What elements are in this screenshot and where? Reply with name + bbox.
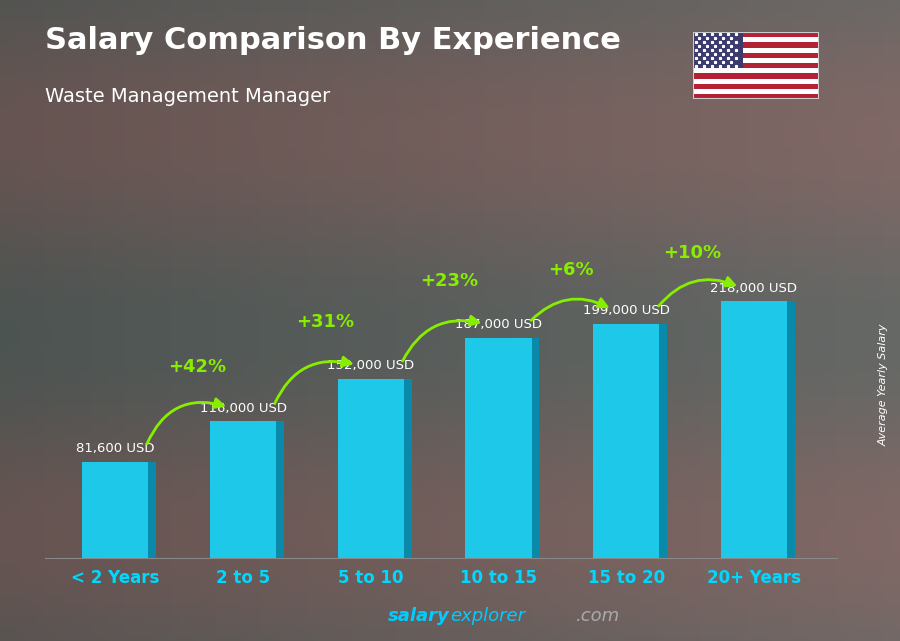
Bar <box>693 32 743 69</box>
Bar <box>721 301 788 558</box>
Text: +23%: +23% <box>420 272 479 290</box>
Bar <box>693 84 819 89</box>
Text: +6%: +6% <box>548 261 593 279</box>
Polygon shape <box>404 379 411 558</box>
Polygon shape <box>788 301 795 558</box>
Text: 152,000 USD: 152,000 USD <box>328 360 414 372</box>
Text: 81,600 USD: 81,600 USD <box>76 442 155 455</box>
Bar <box>693 89 819 94</box>
Bar <box>693 42 819 47</box>
Text: Waste Management Manager: Waste Management Manager <box>45 87 330 106</box>
Polygon shape <box>276 421 284 558</box>
Polygon shape <box>148 462 156 558</box>
Bar <box>593 324 660 558</box>
Text: explorer: explorer <box>450 607 525 625</box>
Bar <box>693 94 819 99</box>
Text: Average Yearly Salary: Average Yearly Salary <box>878 323 888 446</box>
Text: +31%: +31% <box>296 313 355 331</box>
Text: 199,000 USD: 199,000 USD <box>583 304 670 317</box>
Bar <box>693 32 819 37</box>
Bar <box>465 338 532 558</box>
Bar <box>693 53 819 58</box>
Polygon shape <box>532 338 539 558</box>
Bar <box>338 379 404 558</box>
Text: 187,000 USD: 187,000 USD <box>455 319 542 331</box>
Text: +10%: +10% <box>663 244 721 262</box>
Bar <box>693 74 819 79</box>
Text: salary: salary <box>388 607 450 625</box>
Bar <box>693 63 819 69</box>
Text: 116,000 USD: 116,000 USD <box>200 402 286 415</box>
Bar <box>210 421 276 558</box>
Bar <box>693 79 819 84</box>
Text: .com: .com <box>576 607 620 625</box>
Text: Salary Comparison By Experience: Salary Comparison By Experience <box>45 26 621 54</box>
Polygon shape <box>660 324 667 558</box>
Bar <box>693 47 819 53</box>
Bar <box>693 37 819 42</box>
Bar <box>82 462 148 558</box>
Bar <box>693 69 819 74</box>
Text: 218,000 USD: 218,000 USD <box>710 282 797 295</box>
Bar <box>693 58 819 63</box>
Text: +42%: +42% <box>168 358 227 376</box>
